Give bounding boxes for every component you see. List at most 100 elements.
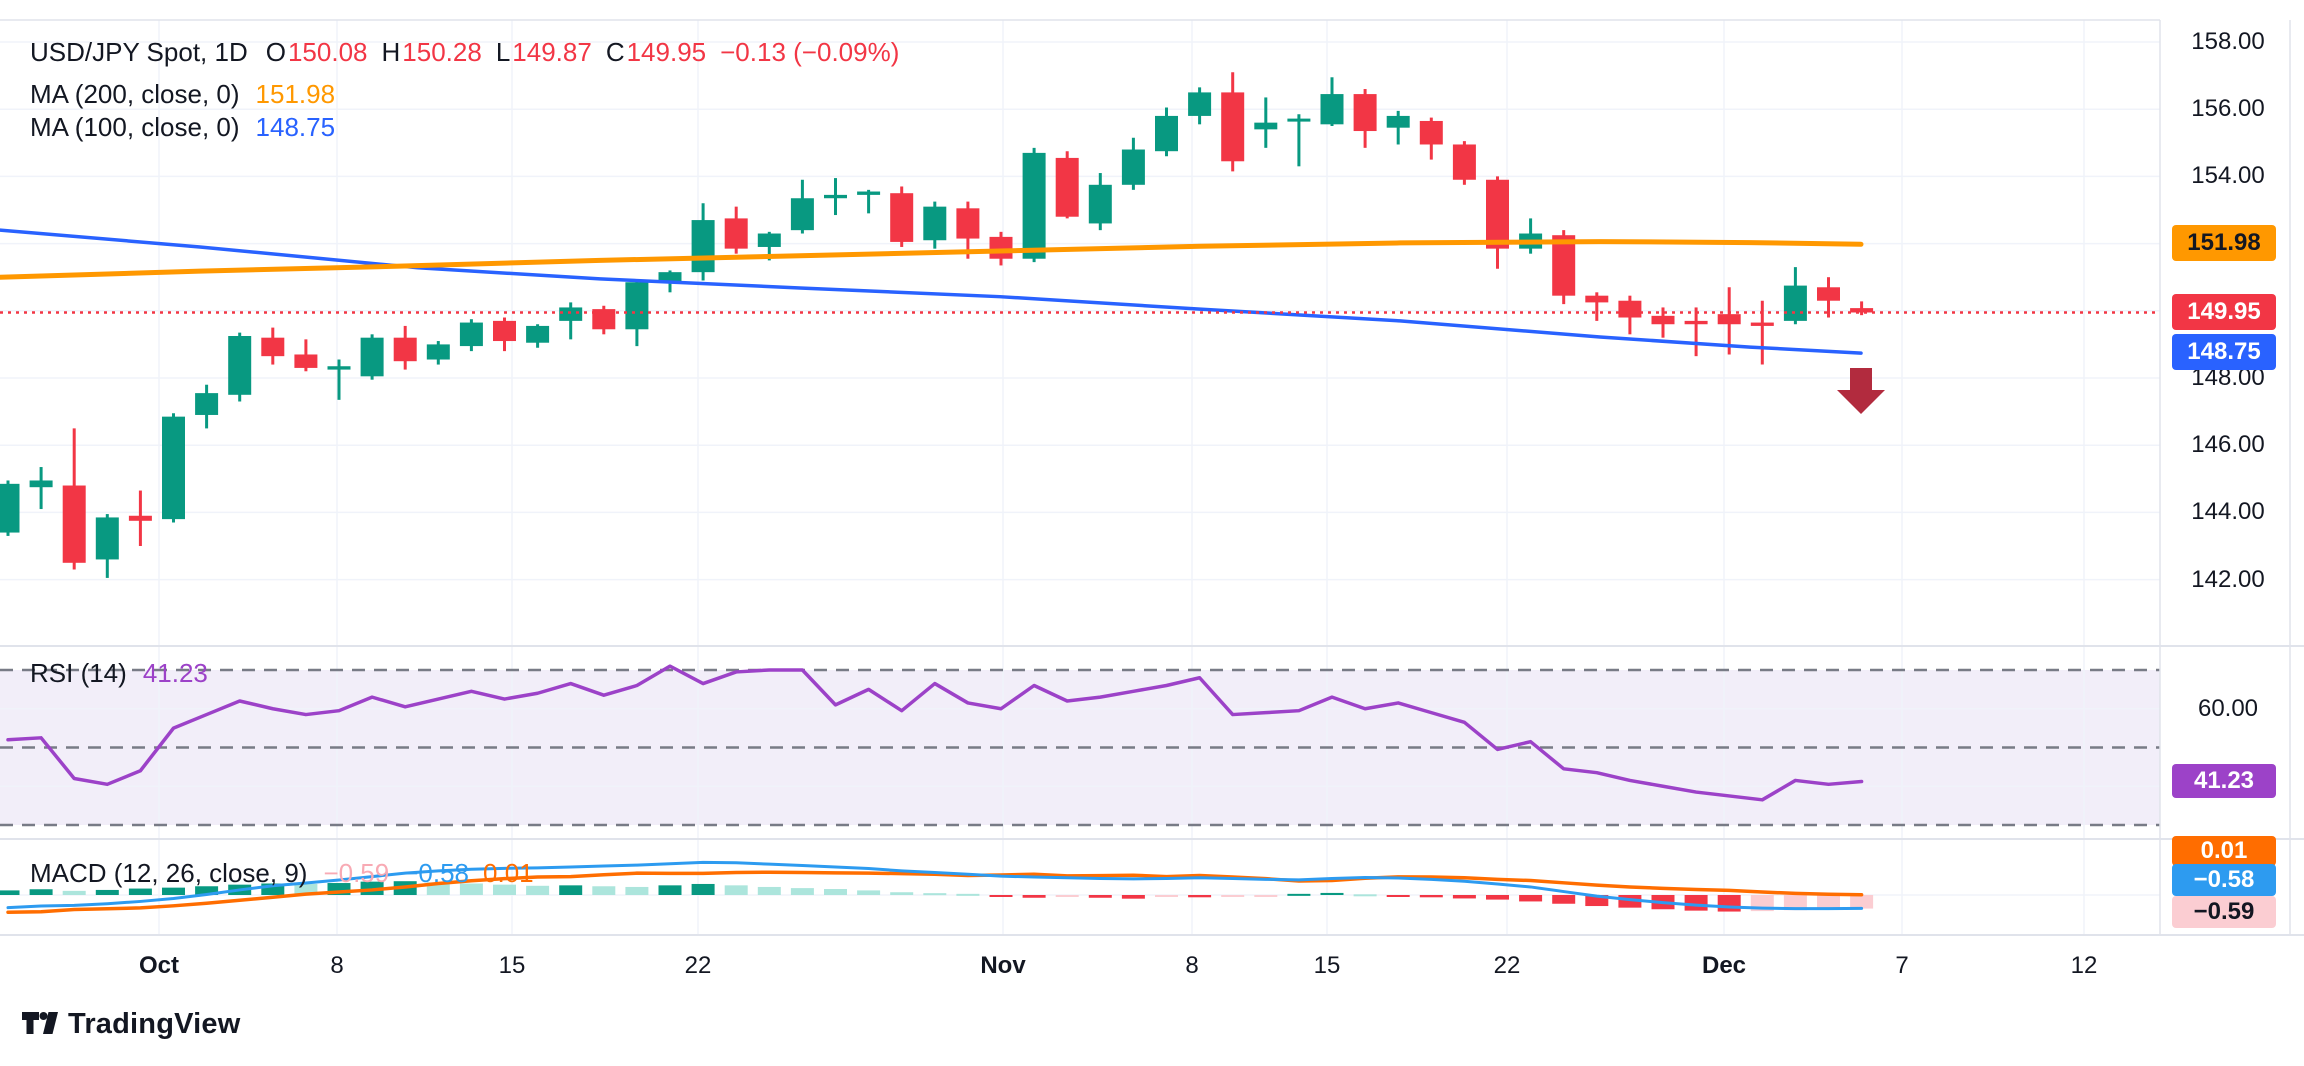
candle-body [658, 272, 682, 283]
candle-body [1783, 285, 1807, 321]
tradingview-logo-icon [22, 1011, 58, 1034]
candle-body [95, 517, 119, 560]
macd-histogram-bar [923, 893, 947, 896]
candle-body [1022, 152, 1046, 259]
candle-body [1287, 118, 1311, 122]
candle-body [1353, 94, 1377, 132]
legend-segment: H [381, 37, 401, 67]
candle-body [1552, 235, 1576, 296]
macd-histogram-bar [757, 886, 781, 895]
macd-histogram-bar [857, 890, 881, 895]
candle-body [1254, 122, 1278, 130]
candle-body [360, 337, 384, 377]
time-axis-label: Oct [138, 952, 180, 979]
macd-histogram-bar [1585, 895, 1609, 907]
candle-body [128, 515, 152, 521]
axis-value-badge: 151.98 [2172, 225, 2276, 261]
macd-histogram-bar [29, 889, 53, 895]
macd-histogram-bar [1121, 895, 1145, 899]
ma100-legend-row[interactable]: MA (100, close, 0) 148.75 [30, 110, 335, 144]
price-axis-label: 142.00 [2191, 565, 2265, 593]
candle-body [294, 354, 318, 368]
axis-value-badge: 149.95 [2172, 294, 2276, 330]
macd-legend-row[interactable]: MACD (12, 26, close, 9) −0.59 −0.58 0.01 [30, 856, 534, 890]
candle-body [459, 322, 483, 347]
candle-body [0, 483, 20, 533]
macd-histogram-bar [658, 885, 682, 895]
candle-body [1386, 115, 1410, 128]
macd-histogram-bar [493, 884, 516, 895]
macd-histogram-bar [1188, 895, 1212, 898]
macd-histogram-bar [1717, 895, 1741, 912]
candle-body [691, 220, 715, 273]
time-axis-label: 22 [684, 952, 712, 979]
candle-body [162, 416, 185, 520]
macd-histogram-bar [724, 885, 748, 895]
time-axis-label: 12 [2070, 952, 2098, 979]
candle-body [261, 337, 285, 357]
macd-histogram-bar [1519, 895, 1543, 902]
axis-value-badge: 0.01 [2172, 836, 2276, 866]
legend-segment: O [265, 37, 286, 67]
candle-body [426, 344, 450, 360]
rsi-legend-row[interactable]: RSI (14) 41.23 [30, 656, 208, 690]
macd-histogram-bar [559, 885, 583, 895]
tradingview-logo[interactable]: TradingView [22, 1008, 241, 1041]
macd-histogram-bar [0, 890, 20, 895]
macd-histogram-bar [195, 886, 219, 895]
candle-body [195, 393, 219, 415]
rsi-line [6, 664, 1864, 802]
legend-segment: 41.23 [142, 658, 208, 688]
candle-body [625, 282, 649, 330]
macd-histogram-bar [261, 883, 285, 895]
macd-histogram-bar [327, 883, 351, 895]
ma200-legend-row[interactable]: MA (200, close, 0) 151.98 [30, 77, 335, 111]
macd-histogram-bar [1320, 892, 1344, 895]
candle-body [956, 208, 980, 239]
legend-segment: 149.87 [512, 37, 592, 67]
candle-body [1188, 92, 1212, 116]
candle-body [1452, 144, 1476, 180]
candle-body [790, 198, 814, 231]
ma200-line [0, 239, 1864, 280]
macd-histogram-bar [824, 889, 847, 895]
time-axis-label: 7 [1895, 952, 1909, 979]
macd-histogram-bar [1452, 895, 1476, 899]
candle-body [592, 309, 616, 330]
macd-histogram-bar [162, 887, 185, 895]
macd-histogram-bar [1287, 893, 1311, 896]
rsi-axis-label: 60.00 [2197, 694, 2259, 722]
legend-segment: MA (100, close, 0) [30, 112, 240, 142]
candle-body [327, 366, 351, 370]
macd-histogram-bar [1254, 895, 1278, 897]
candle-body [526, 325, 550, 343]
macd-histogram-bar [890, 892, 914, 895]
macd-histogram-bar [1419, 895, 1443, 898]
candle-body [1055, 157, 1079, 217]
legend-segment: 151.98 [255, 79, 336, 109]
candle-body [923, 206, 947, 241]
candle-body [1088, 184, 1112, 224]
axis-value-badge: −0.58 [2172, 864, 2276, 896]
macd-histogram-bar [956, 893, 980, 896]
candle-body [857, 191, 881, 195]
symbol-legend-row[interactable]: USD/JPY Spot, 1D O 150.08 H 150.28 L 149.87 C 14… [30, 35, 899, 69]
time-axis-label: Dec [1701, 952, 1747, 979]
candle-body [890, 193, 914, 242]
axis-value-badge: −0.59 [2172, 896, 2276, 928]
candle-body [1850, 308, 1874, 313]
macd-histogram-bar [1022, 895, 1046, 898]
macd-histogram-bar [459, 883, 483, 895]
macd-histogram-bar [1684, 895, 1708, 911]
macd-histogram-bar [1155, 895, 1178, 897]
price-axis-label: 156.00 [2191, 95, 2265, 123]
candle-body [724, 218, 748, 249]
legend-segment: MACD (12, 26, close, 9) [30, 858, 308, 888]
candle-body [1155, 115, 1178, 152]
macd-histogram-bar [790, 888, 814, 895]
time-axis-label: Nov [980, 952, 1026, 979]
candle-body [62, 485, 86, 563]
axis-value-badge: 41.23 [2172, 764, 2276, 798]
candle-body [1651, 315, 1675, 325]
